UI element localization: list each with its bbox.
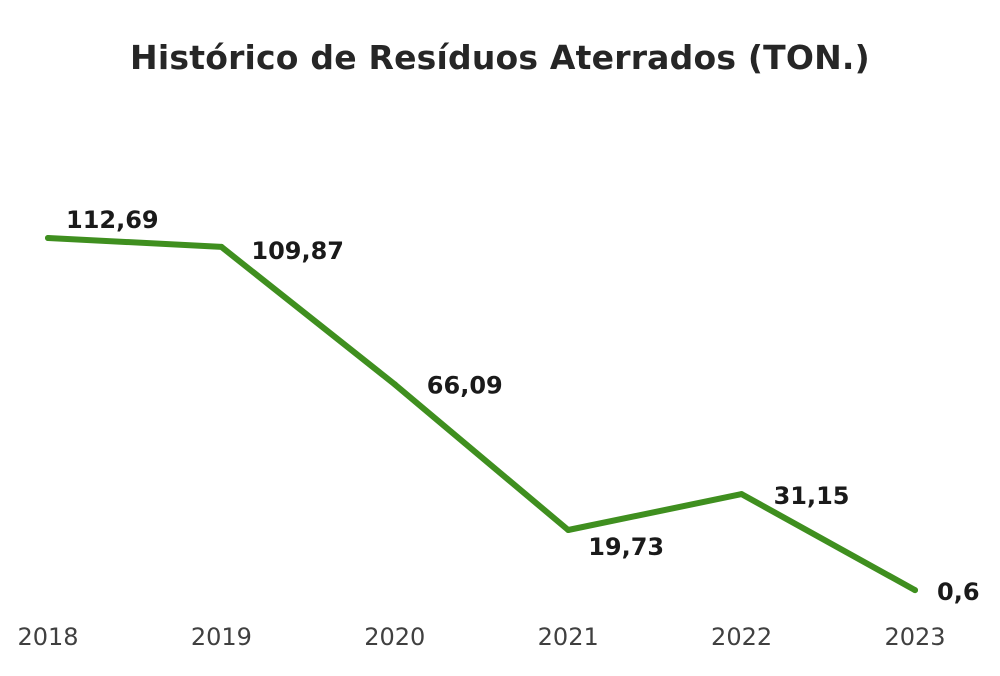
data-point-2019 xyxy=(218,243,225,250)
x-tick-label-2018: 2018 xyxy=(17,623,78,651)
data-label-2021: 19,73 xyxy=(588,533,664,561)
data-label-2020: 66,09 xyxy=(427,371,503,399)
data-point-2021 xyxy=(565,527,572,533)
data-label-2022: 31,15 xyxy=(774,482,850,510)
data-point-2022 xyxy=(738,491,745,498)
data-label-2023: 0,6 xyxy=(937,578,980,606)
data-label-2019: 109,87 xyxy=(251,237,344,265)
x-tick-label-2021: 2021 xyxy=(538,623,599,651)
data-point-2018 xyxy=(45,235,51,241)
data-label-2018: 112,69 xyxy=(66,206,159,234)
data-point-2023 xyxy=(912,587,918,594)
x-tick-label-2023: 2023 xyxy=(884,623,945,651)
x-tick-label-2019: 2019 xyxy=(191,623,252,651)
chart-title: Histórico de Resíduos Aterrados (TON.) xyxy=(130,38,870,77)
data-point-2020 xyxy=(391,381,398,388)
x-tick-label-2022: 2022 xyxy=(711,623,772,651)
x-tick-label-2020: 2020 xyxy=(364,623,425,651)
series-line xyxy=(45,235,918,594)
